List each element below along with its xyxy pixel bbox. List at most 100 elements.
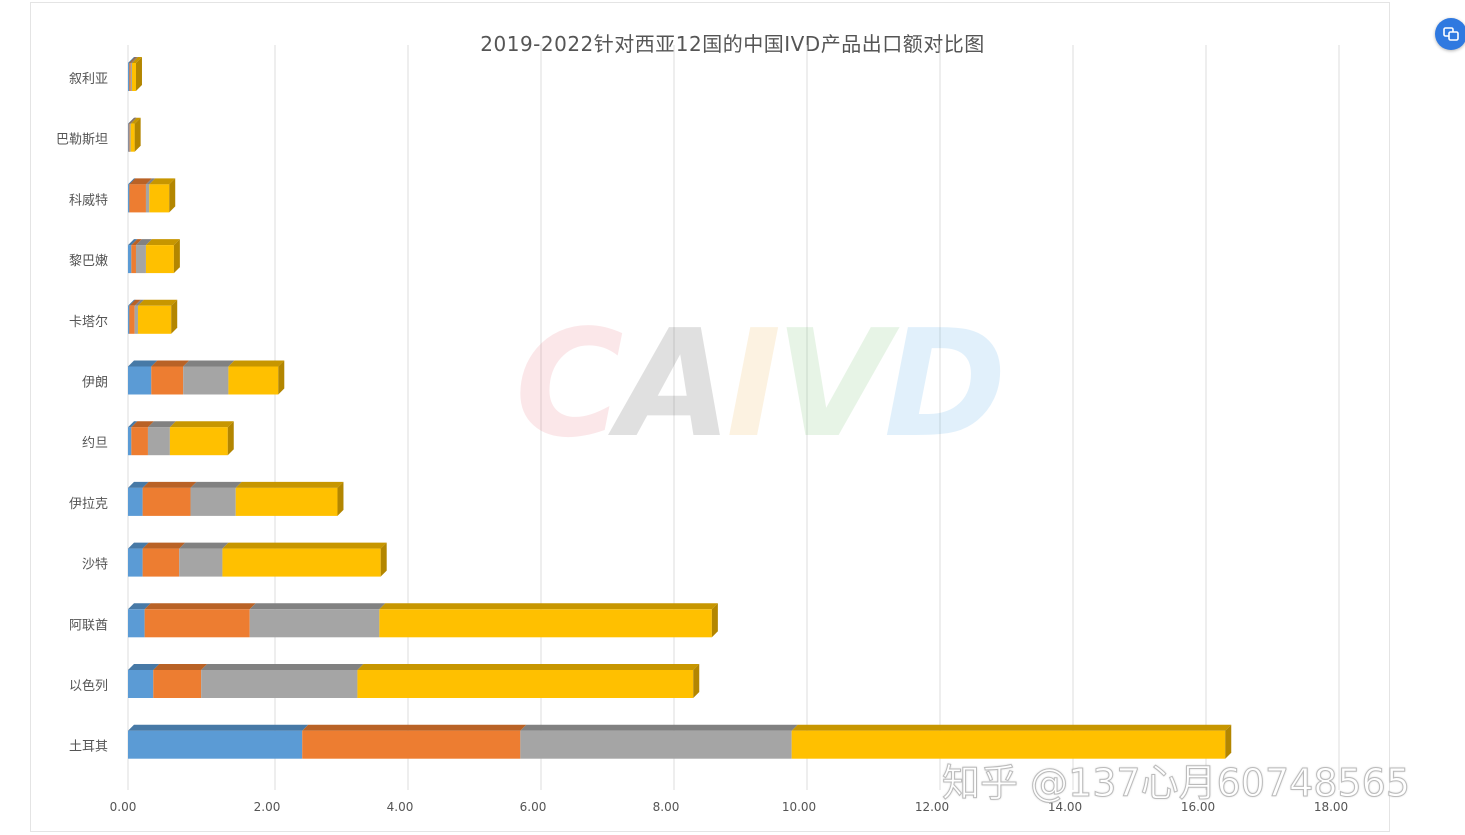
bar-segment-top [235,481,344,488]
bar-segment [149,184,170,213]
bar-segment [249,609,380,638]
category-label: 叙利亚 [69,72,108,87]
bar-segment-top [128,299,136,306]
bar-end-side [711,603,718,638]
x-tick-label: 6.00 [520,800,547,814]
bar-segment [169,427,228,456]
watermark-letter: A [617,298,733,470]
bar-segment-top [190,481,242,488]
category-label: 伊拉克 [69,497,108,512]
bar-segment-top [145,239,180,246]
bar-segment-top [302,724,527,731]
bar-segment-top [131,421,154,428]
bar-segment [147,427,170,456]
bar-segment-top [134,299,144,306]
x-tick-label: 10.00 [782,800,816,814]
translate-icon[interactable] [1435,18,1465,50]
bar-segment-top [135,239,152,246]
bar-segment [235,487,338,516]
bar-segment [129,63,131,91]
category-label: 巴勒斯坦 [56,133,108,148]
bar-end-side [1225,724,1232,759]
bar-end-side [278,360,285,395]
bar-segment-top [128,603,151,610]
bar-segment-top [144,603,256,610]
bar-segment [222,548,381,577]
bar-segment [131,63,136,91]
bar-segment [131,245,136,274]
bar-segment-top [128,724,309,731]
bar-segment-top [145,178,156,185]
bar-segment-top [153,664,208,670]
x-tick-label: 8.00 [653,800,680,814]
bar-segment [134,305,138,334]
bar-segment-top [791,724,1232,731]
bar-segment-top [183,360,235,367]
x-tick-label: 12.00 [915,800,949,814]
bar-segment [129,123,131,152]
watermark-letter: D [883,298,1007,470]
bar-segment-top [129,299,141,306]
category-label: 科威特 [69,193,108,208]
bar-end-side [227,421,234,456]
bar-segment [379,609,712,638]
category-label: 沙特 [82,558,108,573]
category-label: 以色列 [69,678,108,694]
bar-segment-top [128,664,160,670]
category-label: 卡塔尔 [69,315,108,330]
bar-segment [302,730,521,759]
bar-segment-top [357,664,700,670]
bar-end-side [380,542,387,577]
bar-segment [129,305,135,334]
bar-segment-top [142,542,186,549]
caivd-watermark-logo: CAIVD [515,298,1007,470]
bar-segment [183,366,229,395]
bar-segment [142,487,191,516]
bar-segment [128,245,132,274]
bar-segment-top [142,481,197,488]
zhihu-credit-watermark: 知乎 @137心月60748565 [941,761,1411,806]
bar-segment-top [520,724,798,731]
bar-segment-top [147,421,176,428]
bar-segment [228,366,279,395]
bar-segment-top [128,178,136,185]
bar-segment [128,730,303,759]
watermark-letter: V [775,298,890,470]
bar-segment [128,366,152,395]
bar-segment [153,670,202,698]
chart-title: 2019-2022针对西亚12国的中国IVD产品出口额对比图 [480,32,985,56]
x-tick-label: 2.00 [254,800,281,814]
bar-segment [520,730,792,759]
bar-end-side [135,57,142,91]
category-label: 阿联酋 [69,617,108,633]
bar-segment [144,609,250,638]
bar-segment [135,245,146,274]
bar-segment-top [130,117,141,124]
bar-segment [142,548,180,577]
bar-segment [357,670,694,698]
bar-segment-top [149,178,176,185]
category-label: 土耳其 [69,740,108,755]
bar-segment-top [179,542,229,549]
category-label: 伊朗 [82,376,108,391]
x-tick-label: 16.00 [1181,800,1215,814]
watermark-letter: I [726,298,781,470]
bar-segment [129,184,146,213]
x-tick-label: 18.00 [1314,800,1348,814]
bar-segment [128,184,130,213]
bar-end-side [134,117,141,152]
bar-segment [128,609,145,638]
x-tick-label: 4.00 [387,800,414,814]
bar-segment-top [129,178,152,185]
bar-segment-top [130,57,139,63]
x-tick-label: 14.00 [1048,800,1082,814]
bar-segment-top [128,239,138,246]
bar-end-side [173,239,180,274]
bar-segment-top [201,664,364,670]
bar-segment-top [379,603,718,610]
bar-segment [128,63,130,91]
bar-segment-top [131,239,142,246]
bar-segment-top [128,57,136,63]
bar-segment [791,730,1226,759]
bar-segment [137,305,172,334]
